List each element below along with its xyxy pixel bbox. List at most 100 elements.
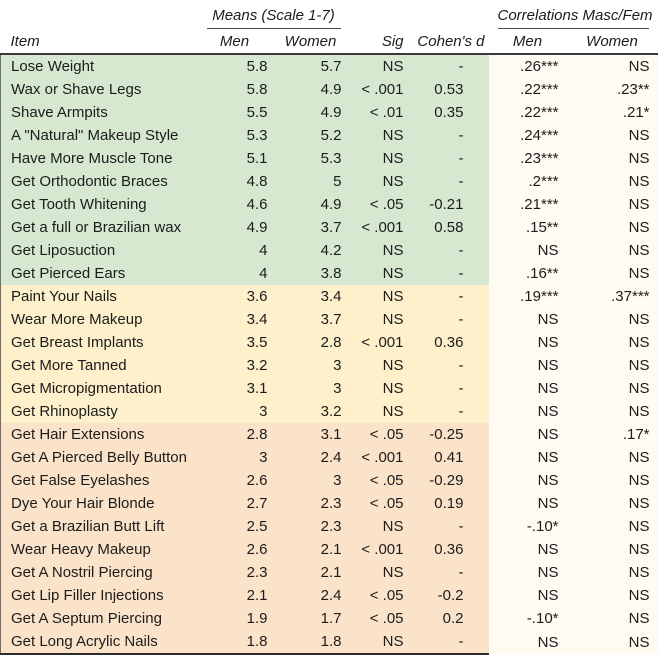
cell-mean-men: 2.3 <box>197 561 272 584</box>
cell-cohens-d: -0.25 <box>409 423 489 446</box>
cell-item: Get Liposuction <box>0 239 198 262</box>
cell-mean-men: 5.8 <box>197 54 272 78</box>
cell-corr-men: NS <box>488 584 567 607</box>
cell-corr-men: .2*** <box>488 170 567 193</box>
cell-item: Get Rhinoplasty <box>0 400 198 423</box>
cell-item: Get Pierced Ears <box>0 262 198 285</box>
table-row: Wax or Shave Legs 5.8 4.9 < .001 0.53 .2… <box>0 78 658 101</box>
cell-corr-men: NS <box>488 308 567 331</box>
cell-corr-men: NS <box>488 331 567 354</box>
table-row: Get Hair Extensions 2.8 3.1 < .05 -0.25 … <box>0 423 658 446</box>
cell-mean-men: 2.8 <box>197 423 272 446</box>
table-row: Get A Pierced Belly Button 3 2.4 < .001 … <box>0 446 658 469</box>
cell-mean-women: 5 <box>271 170 350 193</box>
column-header-mean-men: Men <box>197 29 272 55</box>
group-header-means: Means (Scale 1-7) <box>198 4 350 29</box>
cell-corr-women: NS <box>566 446 658 469</box>
cell-mean-women: 3.2 <box>271 400 350 423</box>
cell-mean-women: 2.4 <box>271 584 350 607</box>
table-row: Get A Nostril Piercing 2.3 2.1 NS - NS N… <box>0 561 658 584</box>
cell-cohens-d: - <box>409 308 489 331</box>
cell-corr-men: NS <box>488 239 567 262</box>
cell-corr-men: NS <box>488 492 567 515</box>
cell-cohens-d: - <box>409 561 489 584</box>
cell-corr-men: .16** <box>488 262 567 285</box>
cell-corr-men: NS <box>488 630 567 654</box>
cell-sig: NS <box>349 239 410 262</box>
cell-sig: NS <box>349 308 410 331</box>
group-spacer-item <box>1 4 198 29</box>
cell-item: Get Hair Extensions <box>0 423 198 446</box>
cell-cohens-d: -0.29 <box>409 469 489 492</box>
cell-mean-women: 5.2 <box>271 124 350 147</box>
cell-corr-men: .24*** <box>488 124 567 147</box>
cell-item: Get A Nostril Piercing <box>0 561 198 584</box>
cell-item: Shave Armpits <box>0 101 198 124</box>
cell-item: Get a full or Brazilian wax <box>0 216 198 239</box>
cell-item: Get Tooth Whitening <box>0 193 198 216</box>
cell-corr-women: NS <box>566 630 658 654</box>
cell-sig: NS <box>349 262 410 285</box>
cell-sig: < .001 <box>349 331 410 354</box>
cell-sig: NS <box>349 515 410 538</box>
cell-cohens-d: 0.36 <box>409 538 489 561</box>
cell-mean-men: 3 <box>197 400 272 423</box>
cell-corr-women: NS <box>566 124 658 147</box>
cell-corr-women: NS <box>566 515 658 538</box>
cell-mean-women: 2.8 <box>271 331 350 354</box>
cell-mean-men: 2.1 <box>197 584 272 607</box>
cell-mean-women: 2.1 <box>271 538 350 561</box>
cell-corr-men: -.10* <box>488 607 567 630</box>
cell-item: Get Lip Filler Injections <box>0 584 198 607</box>
cell-item: Get More Tanned <box>0 354 198 377</box>
cell-corr-men: NS <box>488 446 567 469</box>
cell-sig: < .001 <box>349 78 410 101</box>
table-row: Get Liposuction 4 4.2 NS - NS NS <box>0 239 658 262</box>
table-row: Get A Septum Piercing 1.9 1.7 < .05 0.2 … <box>0 607 658 630</box>
cell-sig: < .05 <box>349 607 410 630</box>
group-header-means-label: Means (Scale 1-7) <box>206 4 341 29</box>
cell-sig: < .05 <box>349 469 410 492</box>
cell-corr-women: NS <box>566 561 658 584</box>
cell-item: Wear Heavy Makeup <box>0 538 198 561</box>
cell-corr-men: NS <box>488 469 567 492</box>
cell-mean-women: 2.3 <box>271 515 350 538</box>
cell-item: Paint Your Nails <box>0 285 198 308</box>
cell-sig: < .05 <box>349 492 410 515</box>
cell-mean-men: 3 <box>197 446 272 469</box>
cell-corr-men: NS <box>488 377 567 400</box>
cell-corr-men: .19*** <box>488 285 567 308</box>
cell-mean-women: 5.3 <box>271 147 350 170</box>
cell-corr-women: .23** <box>566 78 658 101</box>
cell-cohens-d: 0.53 <box>409 78 489 101</box>
cell-mean-men: 4 <box>197 239 272 262</box>
cell-mean-men: 2.7 <box>197 492 272 515</box>
cell-item: Get False Eyelashes <box>0 469 198 492</box>
table-row: Get Rhinoplasty 3 3.2 NS - NS NS <box>0 400 658 423</box>
cell-corr-women: NS <box>566 193 658 216</box>
group-header-correlations-label: Correlations Masc/Fem <box>497 4 653 29</box>
cell-cohens-d: - <box>409 124 489 147</box>
page: { "colors": { "band_green": "#d6e8d0", "… <box>0 4 665 660</box>
cell-corr-women: NS <box>566 400 658 423</box>
cell-corr-men: .22*** <box>488 101 567 124</box>
cell-corr-women: NS <box>566 262 658 285</box>
column-header-corr-women: Women <box>566 29 658 55</box>
cell-cohens-d: - <box>409 147 489 170</box>
cell-mean-men: 2.6 <box>197 469 272 492</box>
cell-corr-women: NS <box>566 377 658 400</box>
cell-corr-men: .23*** <box>488 147 567 170</box>
table-row: Get a Brazilian Butt Lift 2.5 2.3 NS - -… <box>0 515 658 538</box>
cell-corr-men: .26*** <box>488 54 567 78</box>
cell-mean-men: 2.6 <box>197 538 272 561</box>
cell-mean-women: 3.7 <box>271 216 350 239</box>
cell-corr-women: NS <box>566 584 658 607</box>
cell-corr-women: NS <box>566 354 658 377</box>
group-header-correlations: Correlations Masc/Fem <box>489 4 658 29</box>
cell-corr-men: NS <box>488 538 567 561</box>
cell-mean-men: 4 <box>197 262 272 285</box>
cell-mean-women: 3.7 <box>271 308 350 331</box>
cell-sig: < .001 <box>349 446 410 469</box>
cell-mean-men: 4.6 <box>197 193 272 216</box>
cell-mean-women: 2.3 <box>271 492 350 515</box>
